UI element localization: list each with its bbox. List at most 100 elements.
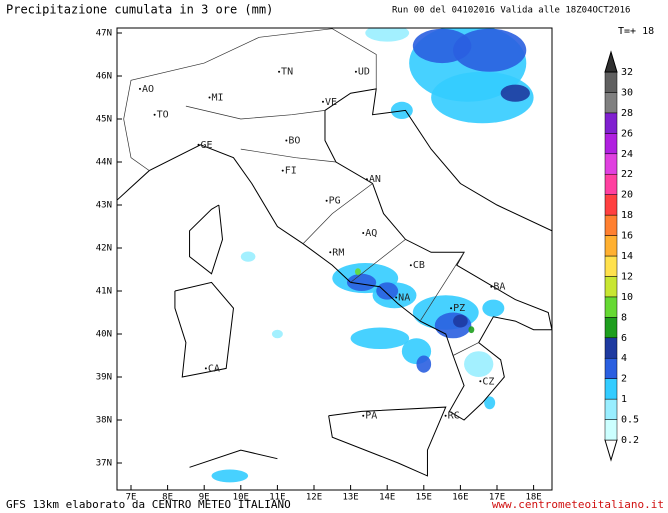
city-dot	[362, 231, 365, 234]
city-dot	[365, 178, 368, 181]
colorbar-box	[604, 71, 618, 93]
border	[419, 252, 465, 322]
city-label: TN	[281, 67, 293, 78]
precip-area	[482, 299, 505, 317]
city-label: VE	[325, 97, 337, 108]
colorbar-box	[604, 357, 618, 379]
city-label: UD	[358, 67, 370, 78]
colorbar-box	[604, 276, 618, 298]
colorbar-over	[604, 50, 618, 73]
precip-area	[350, 327, 410, 350]
precip-area	[365, 28, 410, 42]
precip-area	[354, 268, 361, 276]
colorbar-label: 12	[621, 271, 633, 282]
lat-label: 47N	[96, 29, 112, 39]
precip-area	[376, 282, 399, 300]
footer-left: GFS 13km elaborato da CENTRO METEO ITALI…	[6, 498, 291, 511]
lon-label: 10E	[233, 493, 249, 503]
city-label: TO	[157, 110, 169, 121]
city-dot	[204, 367, 207, 370]
coastline	[189, 204, 224, 275]
city-dot	[281, 169, 284, 172]
precip-area	[346, 273, 377, 291]
lat-label: 45N	[96, 115, 112, 125]
precip-area	[484, 396, 496, 410]
city-dot	[354, 70, 357, 73]
colorbar-box	[604, 398, 618, 420]
border	[123, 28, 377, 171]
colorbar-box	[604, 419, 618, 441]
city-dot	[278, 70, 281, 73]
lon-label: 16E	[452, 493, 468, 503]
colorbar-label: 2	[621, 374, 627, 385]
colorbar-box	[604, 378, 618, 400]
coastline	[117, 88, 552, 421]
lon-label: 11E	[269, 493, 285, 503]
city-label: CZ	[482, 376, 494, 387]
city-label: RC	[448, 411, 460, 422]
city-dot	[208, 96, 211, 99]
city-label: PA	[365, 411, 377, 422]
lon-label: 9E	[199, 493, 210, 503]
colorbar-box	[604, 194, 618, 216]
border	[350, 239, 406, 283]
city-label: MI	[212, 93, 224, 104]
precip-area	[500, 84, 530, 102]
colorbar-box	[604, 173, 618, 195]
city-dot	[409, 264, 412, 267]
lat-label: 38N	[96, 416, 112, 426]
colorbar-box	[604, 112, 618, 134]
precip-area	[271, 329, 283, 339]
coastline	[189, 449, 278, 468]
timestep: T=+ 18	[618, 26, 654, 37]
run-info: Run 00 del 04102016 Valida alle 18Z04OCT…	[392, 6, 630, 16]
city-dot	[444, 414, 447, 417]
city-dot	[490, 285, 493, 288]
lon-label: 18E	[525, 493, 541, 503]
city-dot	[479, 380, 482, 383]
precip-area	[468, 326, 475, 334]
footer-right: www.centrometeoitaliano.it	[492, 498, 664, 511]
city-dot	[362, 414, 365, 417]
precip-area	[211, 469, 249, 483]
colorbar-label: 32	[621, 67, 633, 78]
city-label: AQ	[365, 228, 377, 239]
colorbar-box	[604, 153, 618, 175]
city-dot	[197, 143, 200, 146]
colorbar-label: 16	[621, 231, 633, 242]
colorbar-box	[604, 133, 618, 155]
city-label: AN	[369, 174, 381, 185]
colorbar-label: 10	[621, 292, 633, 303]
colorbar-box	[604, 337, 618, 359]
lat-label: 40N	[96, 330, 112, 340]
lat-label: 41N	[96, 287, 112, 297]
colorbar-box	[604, 235, 618, 257]
city-label: NA	[398, 292, 410, 303]
lon-label: 12E	[306, 493, 322, 503]
precip-area	[453, 28, 527, 72]
precip-area	[240, 251, 256, 262]
city-label: AO	[142, 84, 154, 95]
city-dot	[450, 307, 453, 310]
precip-area	[416, 355, 432, 373]
colorbar-label: 1	[621, 394, 627, 405]
colorbar-label: 0.5	[621, 415, 639, 426]
map-frame	[116, 27, 553, 491]
lon-label: 7E	[126, 493, 137, 503]
lon-label: 17E	[489, 493, 505, 503]
colorbar-label: 26	[621, 128, 633, 139]
lat-label: 37N	[96, 459, 112, 469]
colorbar-label: 18	[621, 210, 633, 221]
colorbar-box	[604, 296, 618, 318]
colorbar-label: 0.2	[621, 435, 639, 446]
city-label: CA	[208, 363, 220, 374]
title: Precipitazione cumulata in 3 ore (mm)	[6, 3, 273, 17]
lon-label: 15E	[416, 493, 432, 503]
city-label: PG	[329, 196, 341, 207]
colorbar-label: 30	[621, 87, 633, 98]
city-dot	[138, 87, 141, 90]
city-dot	[395, 296, 398, 299]
lat-label: 44N	[96, 158, 112, 168]
colorbar-box	[604, 255, 618, 277]
